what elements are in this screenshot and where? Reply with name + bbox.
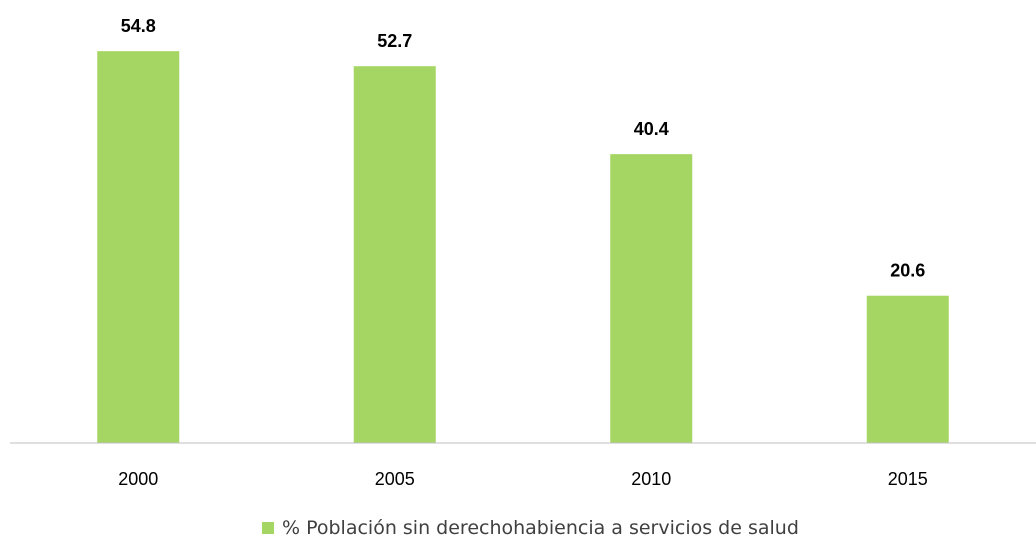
x-tick-label-2000: 2000	[118, 469, 158, 489]
chart-plot: 54.8 52.7 40.4 20.6 2000 2005 2010 2015	[10, 16, 1036, 489]
bars-layer	[97, 51, 949, 444]
legend-label: % Población sin derechohabiencia a servi…	[282, 517, 799, 539]
bar-2000	[97, 51, 180, 444]
bar-2015	[866, 295, 949, 443]
value-label-2010: 40.4	[634, 119, 669, 139]
legend: % Población sin derechohabiencia a servi…	[262, 516, 799, 540]
bar-2005	[353, 66, 436, 443]
value-label-2015: 20.6	[890, 261, 925, 281]
legend-swatch	[262, 522, 274, 534]
x-tick-label-2005: 2005	[375, 469, 415, 489]
x-tick-label-2010: 2010	[631, 469, 671, 489]
x-tick-label-2015: 2015	[888, 469, 928, 489]
bar-2010	[610, 154, 693, 443]
x-axis-ticks: 2000 2005 2010 2015	[118, 469, 928, 489]
value-labels-layer: 54.8 52.7 40.4 20.6	[121, 16, 926, 281]
value-label-2005: 52.7	[377, 31, 412, 51]
value-label-2000: 54.8	[121, 16, 156, 36]
